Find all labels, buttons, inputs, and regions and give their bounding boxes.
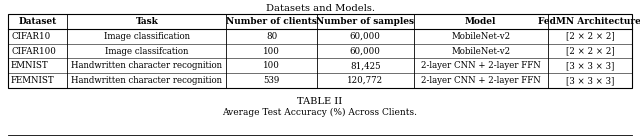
Text: Dataset: Dataset <box>19 17 57 26</box>
Text: 100: 100 <box>263 61 280 70</box>
Text: TABLE II: TABLE II <box>298 97 342 106</box>
Text: Datasets and Models.: Datasets and Models. <box>266 4 374 13</box>
Text: MobileNet-v2: MobileNet-v2 <box>451 32 510 41</box>
Text: 2-layer CNN + 2-layer FFN: 2-layer CNN + 2-layer FFN <box>421 61 541 70</box>
Text: [3 × 3 × 3]: [3 × 3 × 3] <box>566 76 614 85</box>
Text: FEMNIST: FEMNIST <box>11 76 55 85</box>
Text: Image classifcation: Image classifcation <box>105 47 189 55</box>
Text: Average Test Accuracy (%) Across Clients.: Average Test Accuracy (%) Across Clients… <box>223 108 417 117</box>
Text: [3 × 3 × 3]: [3 × 3 × 3] <box>566 61 614 70</box>
Text: MobileNet-v2: MobileNet-v2 <box>451 47 510 55</box>
Text: Number of samples: Number of samples <box>316 17 414 26</box>
Text: 80: 80 <box>266 32 277 41</box>
Text: CIFAR100: CIFAR100 <box>11 47 56 55</box>
Text: [2 × 2 × 2]: [2 × 2 × 2] <box>566 47 614 55</box>
Text: Number of clients: Number of clients <box>226 17 317 26</box>
Text: [2 × 2 × 2]: [2 × 2 × 2] <box>566 32 614 41</box>
Bar <box>8 14 632 88</box>
Text: EMNIST: EMNIST <box>11 61 49 70</box>
Text: 81,425: 81,425 <box>350 61 381 70</box>
Text: 120,772: 120,772 <box>347 76 383 85</box>
Text: Model: Model <box>465 17 497 26</box>
Text: 60,000: 60,000 <box>350 47 381 55</box>
Text: FedMN Architecture: FedMN Architecture <box>538 17 640 26</box>
Text: 60,000: 60,000 <box>350 32 381 41</box>
Text: 539: 539 <box>264 76 280 85</box>
Text: Image classification: Image classification <box>104 32 190 41</box>
Text: Task: Task <box>136 17 158 26</box>
Text: 100: 100 <box>263 47 280 55</box>
Text: CIFAR10: CIFAR10 <box>11 32 51 41</box>
Text: 2-layer CNN + 2-layer FFN: 2-layer CNN + 2-layer FFN <box>421 76 541 85</box>
Text: Handwritten character recognition: Handwritten character recognition <box>71 76 222 85</box>
Text: Handwritten character recognition: Handwritten character recognition <box>71 61 222 70</box>
